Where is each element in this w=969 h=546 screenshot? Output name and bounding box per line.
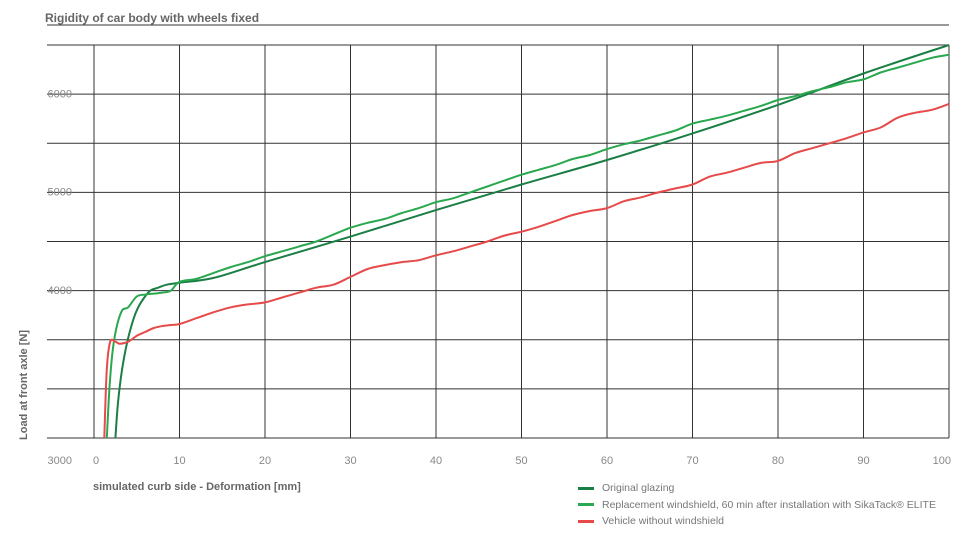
y-tick-label: 4000 [48, 285, 72, 297]
legend-item: Original glazing [578, 480, 936, 497]
legend-label: Original glazing [602, 482, 675, 495]
legend-swatch [578, 519, 594, 523]
chart-title: Rigidity of car body with wheels fixed [45, 11, 260, 25]
x-tick-label: 30 [344, 455, 356, 467]
legend: Original glazing Replacement windshield, … [578, 480, 936, 530]
legend-swatch [578, 486, 594, 490]
x-axis-label: simulated curb side - Deformation [mm] [93, 481, 301, 493]
y-tick-label: 7000 [48, 0, 72, 2]
x-tick-label: 10 [173, 455, 185, 467]
x-tick-label: 20 [259, 455, 271, 467]
x-tick-label: 50 [515, 455, 527, 467]
x-tick-label: 60 [601, 455, 613, 467]
grid-lines [47, 24, 950, 439]
series-lines [103, 44, 950, 439]
y-tick-label: 6000 [48, 88, 72, 100]
legend-item: Vehicle without windshield [578, 513, 936, 530]
x-tick-label: 90 [857, 455, 869, 467]
series-line-1 [114, 44, 950, 439]
x-tick-label: 0 [93, 455, 99, 467]
x-tick-label: 80 [772, 455, 784, 467]
legend-label: Replacement windshield, 60 min after ins… [602, 498, 936, 511]
legend-swatch [578, 503, 594, 507]
series-line-3 [103, 102, 950, 439]
y-tick-label: 5000 [48, 187, 72, 199]
x-tick-label: 40 [430, 455, 442, 467]
series-line-2 [105, 53, 950, 439]
legend-label: Vehicle without windshield [602, 515, 724, 528]
x-tick-label: 70 [686, 455, 698, 467]
y-tick-label: 3000 [48, 455, 72, 467]
x-tick-label: 100 [933, 455, 951, 467]
legend-item: Replacement windshield, 60 min after ins… [578, 497, 936, 514]
tick-labels: 3000 4000 5000 6000 7000 0 10 20 30 40 50 60 70 80 90 1… [48, 0, 951, 467]
